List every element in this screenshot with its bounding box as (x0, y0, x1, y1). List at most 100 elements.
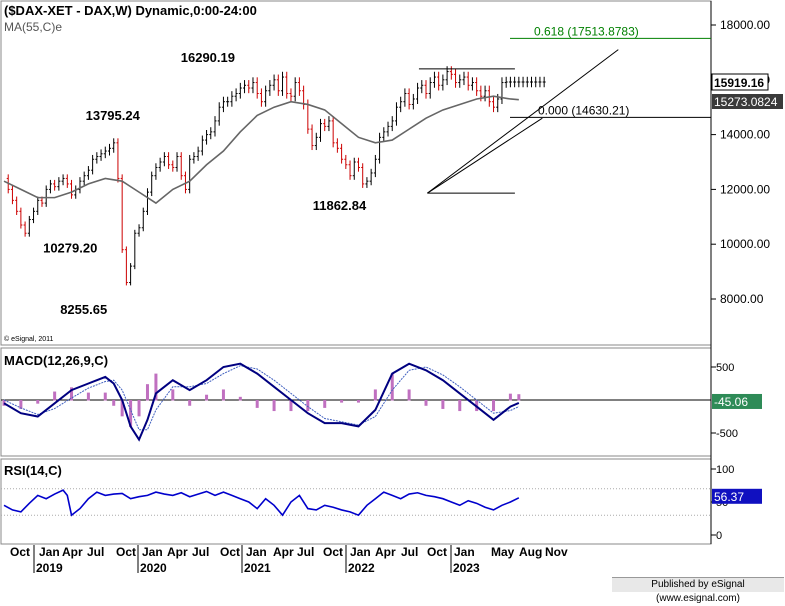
dax-chart: 0.618 (17513.8783) 0.000 (14630.21) 10279.… (0, 0, 783, 575)
ma-price-box (712, 94, 783, 109)
rsi-ytick-label: 0 (716, 530, 722, 542)
macd-histogram-bar (272, 400, 276, 412)
x-month-label: May (491, 545, 515, 559)
x-month-label: Apr (273, 545, 294, 559)
rsi-panel-frame (0, 458, 712, 545)
x-month-label: Apr (62, 545, 83, 559)
macd-histogram-bar (508, 393, 512, 401)
copyright-label: © eSignal, 2011 (4, 335, 54, 343)
macd-histogram-bar (112, 400, 116, 406)
macd-histogram-bar (458, 400, 462, 412)
macd-histogram-bar (2, 400, 6, 406)
macd-histogram-bar (221, 389, 225, 401)
macd-histogram-bar (129, 400, 133, 427)
price-ytick-label: 14000.00 (720, 128, 770, 142)
rsi-plot (1, 488, 711, 517)
price-value-label: 8255.65 (60, 302, 107, 317)
macd-histogram-bar (492, 400, 496, 412)
macd-histogram-bar (154, 373, 158, 401)
macd-value-label: -45.06 (714, 395, 748, 409)
x-month-label: Aug (519, 545, 542, 559)
chart-title: ($DAX-XET - DAX,W) Dynamic,0:00-24:00 (4, 3, 257, 18)
macd-histogram-bar (356, 400, 360, 403)
macd-histogram-bar (323, 400, 327, 408)
x-month-label: Jan (246, 545, 267, 559)
x-year-label: 2019 (36, 561, 63, 575)
macd-histogram-bar (103, 392, 107, 401)
macd-histogram-bar (86, 392, 90, 401)
macd-histogram-bar (205, 394, 209, 401)
macd-histogram-bar (137, 400, 141, 417)
x-year-label: 2023 (453, 561, 480, 575)
macd-value-box (712, 393, 762, 409)
last-price-box (711, 73, 769, 91)
macd-histogram-bar (145, 384, 149, 401)
macd-histogram-bar (407, 389, 411, 401)
macd-histogram-bar (19, 400, 23, 409)
rsi-ytick-label: 100 (716, 464, 734, 476)
trendline-channel (427, 49, 619, 194)
x-month-label: Oct (220, 545, 240, 559)
macd-line (3, 362, 520, 442)
macd-histogram-bar (238, 396, 242, 401)
x-month-label: Apr (375, 545, 396, 559)
fib-0618-label: 0.618 (17513.8783) (534, 24, 639, 38)
rsi-line (3, 489, 520, 517)
macd-ytick-label: 500 (716, 362, 734, 374)
rsi-value-box (712, 488, 762, 504)
macd-histogram-bar (289, 400, 293, 412)
x-month-label: Jan (350, 545, 371, 559)
publisher-footer: Published by eSignal (www.esignal.com) (612, 577, 784, 604)
price-value-label: 13795.24 (86, 108, 141, 123)
x-month-label: Jan (454, 545, 475, 559)
macd-histogram-bar (517, 394, 521, 401)
macd-histogram-bar (424, 400, 428, 406)
x-month-label: Jan (142, 545, 163, 559)
macd-histogram-bar (255, 400, 259, 408)
macd-ytick-label: -500 (716, 428, 738, 440)
rsi-title: RSI(14,C) (4, 463, 62, 478)
x-month-label: Jul (192, 545, 209, 559)
macd-histogram-bar (373, 389, 377, 401)
x-month-label: Apr (167, 545, 188, 559)
macd-histogram-bar (188, 400, 192, 406)
price-value-label: 11862.84 (313, 198, 367, 213)
price-plot: 0.618 (17513.8783) 0.000 (14630.21) 10279.… (3, 24, 711, 317)
macd-panel-frame (0, 347, 712, 457)
rsi-value-label: 56.37 (714, 490, 744, 504)
macd-plot (1, 362, 711, 442)
macd-title: MACD(12,26,9,C) (4, 353, 108, 368)
price-ytick-label: 18000.00 (720, 18, 770, 32)
x-month-label: Jul (87, 545, 104, 559)
macd-histogram-bar (120, 400, 124, 417)
macd-histogram-bar (70, 387, 74, 401)
ma-line (3, 95, 519, 205)
ma-price-label: 15273.0824 (714, 95, 778, 109)
x-year-label: 2022 (348, 561, 375, 575)
macd-histogram-bar (171, 389, 175, 401)
price-ytick-label: 12000.00 (720, 182, 770, 196)
x-year-label: 2020 (140, 561, 167, 575)
fib-0000-label: 0.000 (14630.21) (538, 103, 629, 117)
x-month-label: Oct (427, 545, 447, 559)
price-value-label: 10279.20 (43, 241, 97, 256)
x-year-label: 2021 (244, 561, 271, 575)
price-panel-frame (0, 0, 712, 346)
axes: 8000.0010000.0012000.0014000.0016000.001… (10, 18, 783, 575)
macd-histogram-bar (441, 400, 445, 409)
x-month-label: Nov (545, 545, 568, 559)
last-price-label: 15919.16 (714, 76, 764, 90)
macd-histogram-bar (340, 400, 344, 403)
macd-histogram-bar (390, 373, 394, 401)
ma-indicator-label: MA(55,C)e (4, 20, 62, 34)
trendline-channel (427, 117, 543, 194)
x-month-label: Oct (323, 545, 343, 559)
price-ytick-label: 8000.00 (720, 292, 764, 306)
price-value-label: 16290.19 (181, 50, 235, 65)
macd-histogram-bar (36, 400, 40, 404)
x-month-label: Jul (297, 545, 314, 559)
x-month-label: Oct (116, 545, 136, 559)
price-ytick-label: 10000.00 (720, 237, 770, 251)
macd-histogram-bar (53, 391, 57, 401)
x-month-label: Jan (39, 545, 60, 559)
